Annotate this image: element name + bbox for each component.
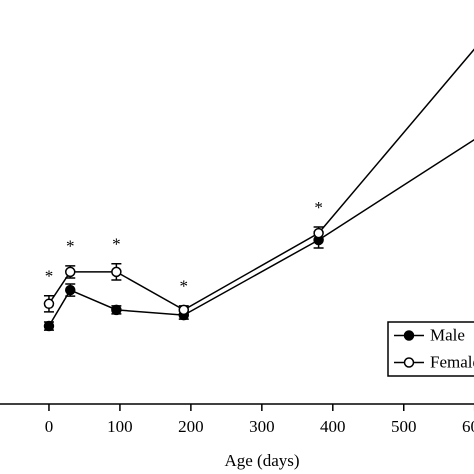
marker — [64, 266, 76, 278]
annotation: * — [180, 277, 189, 296]
x-tick-label: 0 — [45, 417, 54, 436]
x-tick-label: 100 — [107, 417, 133, 436]
x-tick-label: 500 — [391, 417, 417, 436]
marker — [43, 320, 55, 332]
x-axis-label: Age (days) — [224, 451, 299, 470]
series-line — [48, 138, 474, 327]
plot: * * * * * — [43, 48, 474, 332]
x-tick-label: 600 — [462, 417, 474, 436]
annotation: * — [112, 235, 121, 254]
marker — [43, 298, 55, 310]
annotation: * — [45, 267, 54, 286]
marker — [111, 304, 122, 316]
x-tick-label: 300 — [249, 417, 275, 436]
legend-label: Male — [430, 325, 465, 344]
annotation: * — [66, 237, 75, 256]
marker — [64, 284, 76, 296]
x-tick-label: 200 — [178, 417, 204, 436]
x-tick-label: 400 — [320, 417, 346, 436]
marker — [111, 266, 122, 278]
legend-marker — [403, 357, 415, 368]
marker — [178, 304, 190, 316]
marker — [313, 227, 324, 239]
annotation: * — [314, 198, 323, 217]
legend-marker — [403, 330, 415, 341]
legend-box — [387, 321, 474, 377]
legend-label: Female — [430, 352, 474, 371]
